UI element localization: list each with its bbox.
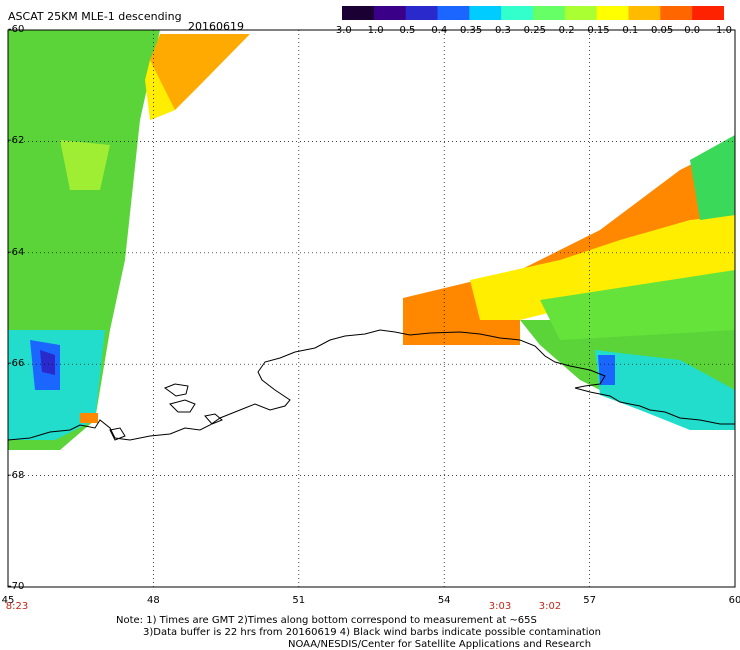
colorbar-swatch	[596, 6, 629, 20]
right-swath-cyan	[595, 350, 735, 430]
left-swath-darkblue	[40, 350, 55, 375]
latitude-label: -62	[8, 135, 25, 147]
time-label: 3:02	[538, 601, 562, 612]
colorbar-swatch	[628, 6, 661, 20]
colorbar-swatch	[564, 6, 598, 20]
time-label: 8:23	[5, 601, 29, 612]
latitude-label: -70	[8, 581, 25, 592]
right-swath-blue	[598, 355, 615, 385]
map-title: ASCAT 25KM MLE-1 descending	[8, 10, 182, 23]
colorbar-swatch	[501, 6, 534, 20]
time-label: 3:03	[488, 601, 512, 612]
note-line-1: Note: 1) Times are GMT 2)Times along bot…	[116, 615, 537, 626]
longitude-label: 45	[1, 595, 15, 606]
note-line-2: 3)Data buffer is 22 hrs from 20160619 4)…	[143, 627, 601, 638]
grid-lines	[8, 30, 735, 587]
latitude-label: -60	[8, 24, 25, 35]
latitude-label: -66	[8, 358, 25, 370]
coastline	[7, 329, 735, 441]
colorbar-swatch	[437, 6, 470, 20]
colorbar-swatch	[469, 6, 502, 20]
colorbar-swatch	[660, 6, 693, 20]
colorbar-swatch	[692, 6, 724, 20]
latitude-label: -68	[8, 469, 25, 481]
data-swaths	[8, 30, 735, 450]
colorbar-swatch	[405, 6, 438, 20]
colorbar-swatch	[342, 6, 375, 20]
colorbar	[342, 6, 724, 20]
left-swath-orange	[150, 34, 250, 120]
colorbar-swatch	[373, 6, 407, 20]
note-line-3: NOAA/NESDIS/Center for Satellite Applica…	[288, 639, 592, 650]
longitude-label: 54	[437, 595, 451, 606]
longitude-label: 60	[728, 595, 740, 606]
latitude-label: -64	[8, 246, 25, 258]
left-swath-edge-orange	[80, 413, 98, 423]
longitude-label: 48	[147, 595, 160, 606]
colorbar-swatch	[533, 6, 566, 20]
right-swath-green2	[540, 270, 735, 340]
longitude-label: 51	[292, 595, 306, 606]
left-swath-lightgreen	[60, 140, 110, 190]
left-swath-yellow	[145, 60, 175, 120]
map-frame	[7, 29, 736, 588]
longitude-label: 57	[583, 595, 596, 606]
right-swath-top-green	[690, 135, 735, 220]
